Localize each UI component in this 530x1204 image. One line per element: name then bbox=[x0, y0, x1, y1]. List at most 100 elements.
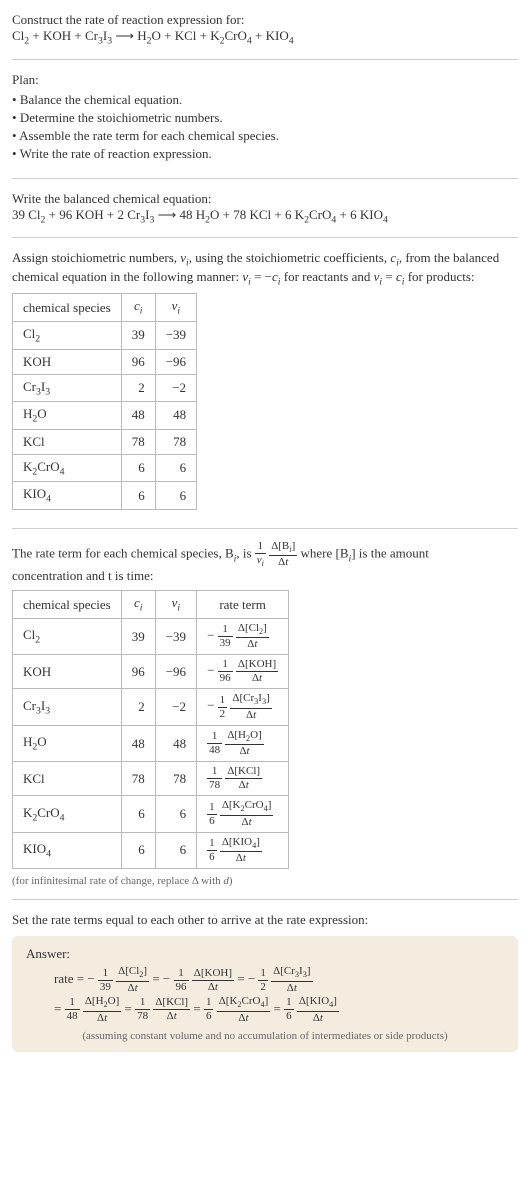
cell-species: Cl2 bbox=[13, 321, 122, 349]
stoich-table: chemical species ci νi Cl239−39 KOH96−96… bbox=[12, 293, 197, 510]
final-heading: Set the rate terms equal to each other t… bbox=[12, 912, 518, 928]
cell-species: KCl bbox=[13, 762, 122, 796]
cell-c: 78 bbox=[121, 429, 155, 454]
table-row: Cl239−39 bbox=[13, 321, 197, 349]
cell-v: 48 bbox=[155, 402, 196, 430]
cell-c: 96 bbox=[121, 349, 155, 374]
cell-c: 6 bbox=[121, 796, 155, 832]
page-title: Construct the rate of reaction expressio… bbox=[12, 12, 518, 28]
cell-species: KCl bbox=[13, 429, 122, 454]
plan-item: Assemble the rate term for each chemical… bbox=[12, 128, 518, 144]
cell-rate-term: 178 Δ[KCl]Δt bbox=[197, 762, 289, 796]
table-row: K2CrO466 bbox=[13, 454, 197, 482]
cell-c: 39 bbox=[121, 618, 155, 654]
cell-species: KIO4 bbox=[13, 482, 122, 510]
cell-species: Cr3I3 bbox=[13, 374, 122, 402]
rate-terms-table: chemical species ci νi rate term Cl239−3… bbox=[12, 590, 289, 869]
stoich-section: Assign stoichiometric numbers, νi, using… bbox=[12, 250, 518, 529]
cell-c: 78 bbox=[121, 762, 155, 796]
cell-v: 6 bbox=[155, 454, 196, 482]
cell-rate-term: − 139 Δ[Cl2]Δt bbox=[197, 618, 289, 654]
cell-species: KIO4 bbox=[13, 832, 122, 868]
col-species: chemical species bbox=[13, 294, 122, 322]
cell-v: 78 bbox=[155, 429, 196, 454]
col-ci: ci bbox=[121, 294, 155, 322]
cell-c: 96 bbox=[121, 655, 155, 689]
cell-species: H2O bbox=[13, 402, 122, 430]
table-row: H2O4848 bbox=[13, 402, 197, 430]
cell-v: −2 bbox=[155, 374, 196, 402]
cell-species: KOH bbox=[13, 655, 122, 689]
final-section: Set the rate terms equal to each other t… bbox=[12, 912, 518, 1051]
balanced-equation: 39 Cl2 + 96 KOH + 2 Cr3I3 ⟶ 48 H2O + 78 … bbox=[12, 207, 518, 226]
plan-item: Balance the chemical equation. bbox=[12, 92, 518, 108]
rate-intro-line2: concentration and t is time: bbox=[12, 568, 518, 584]
cell-species: H2O bbox=[13, 725, 122, 761]
cell-species: Cr3I3 bbox=[13, 689, 122, 725]
cell-v: −39 bbox=[155, 321, 196, 349]
cell-species: KOH bbox=[13, 349, 122, 374]
header-section: Construct the rate of reaction expressio… bbox=[12, 12, 518, 60]
cell-rate-term: 16 Δ[K2CrO4]Δt bbox=[197, 796, 289, 832]
table-row: H2O4848148 Δ[H2O]Δt bbox=[13, 725, 289, 761]
rate-footnote: (for infinitesimal rate of change, repla… bbox=[12, 875, 518, 887]
cell-rate-term: − 196 Δ[KOH]Δt bbox=[197, 655, 289, 689]
cell-v: 48 bbox=[155, 725, 196, 761]
table-row: KCl7878178 Δ[KCl]Δt bbox=[13, 762, 289, 796]
cell-rate-term: 148 Δ[H2O]Δt bbox=[197, 725, 289, 761]
table-row: KOH96−96 bbox=[13, 349, 197, 374]
table-row: KIO466 bbox=[13, 482, 197, 510]
cell-c: 6 bbox=[121, 482, 155, 510]
cell-v: 6 bbox=[155, 796, 196, 832]
cell-c: 6 bbox=[121, 454, 155, 482]
rate-expression-line1: rate = − 139 Δ[Cl2]Δt = − 196 Δ[KOH]Δt =… bbox=[54, 966, 504, 994]
rate-intro-line1: The rate term for each chemical species,… bbox=[12, 541, 518, 568]
cell-v: −96 bbox=[155, 655, 196, 689]
rate-terms-section: The rate term for each chemical species,… bbox=[12, 541, 518, 900]
cell-c: 48 bbox=[121, 725, 155, 761]
cell-c: 39 bbox=[121, 321, 155, 349]
cell-species: K2CrO4 bbox=[13, 796, 122, 832]
plan-list: Balance the chemical equation. Determine… bbox=[12, 92, 518, 162]
table-row: Cr3I32−2 bbox=[13, 374, 197, 402]
unbalanced-equation: Cl2 + KOH + Cr3I3 ⟶ H2O + KCl + K2CrO4 +… bbox=[12, 28, 518, 47]
cell-v: −2 bbox=[155, 689, 196, 725]
rate-expression-line2: = 148 Δ[H2O]Δt = 178 Δ[KCl]Δt = 16 Δ[K2C… bbox=[54, 996, 504, 1024]
cell-rate-term: − 12 Δ[Cr3I3]Δt bbox=[197, 689, 289, 725]
table-row: KIO46616 Δ[KIO4]Δt bbox=[13, 832, 289, 868]
cell-v: −96 bbox=[155, 349, 196, 374]
table-row: KCl7878 bbox=[13, 429, 197, 454]
plan-section: Plan: Balance the chemical equation. Det… bbox=[12, 72, 518, 179]
balanced-section: Write the balanced chemical equation: 39… bbox=[12, 191, 518, 239]
plan-item: Determine the stoichiometric numbers. bbox=[12, 110, 518, 126]
cell-v: 6 bbox=[155, 832, 196, 868]
table-header-row: chemical species ci νi bbox=[13, 294, 197, 322]
assumption-note: (assuming constant volume and no accumul… bbox=[26, 1030, 504, 1042]
cell-species: K2CrO4 bbox=[13, 454, 122, 482]
cell-c: 6 bbox=[121, 832, 155, 868]
table-header-row: chemical species ci νi rate term bbox=[13, 591, 289, 619]
stoich-intro: Assign stoichiometric numbers, νi, using… bbox=[12, 250, 518, 287]
answer-box: Answer: rate = − 139 Δ[Cl2]Δt = − 196 Δ[… bbox=[12, 936, 518, 1051]
answer-label: Answer: bbox=[26, 946, 504, 962]
cell-v: 6 bbox=[155, 482, 196, 510]
plan-heading: Plan: bbox=[12, 72, 518, 88]
cell-rate-term: 16 Δ[KIO4]Δt bbox=[197, 832, 289, 868]
cell-species: Cl2 bbox=[13, 618, 122, 654]
col-vi: νi bbox=[155, 294, 196, 322]
cell-v: 78 bbox=[155, 762, 196, 796]
col-vi: νi bbox=[155, 591, 196, 619]
cell-c: 48 bbox=[121, 402, 155, 430]
col-species: chemical species bbox=[13, 591, 122, 619]
table-row: K2CrO46616 Δ[K2CrO4]Δt bbox=[13, 796, 289, 832]
balanced-heading: Write the balanced chemical equation: bbox=[12, 191, 518, 207]
cell-c: 2 bbox=[121, 374, 155, 402]
cell-v: −39 bbox=[155, 618, 196, 654]
table-row: Cl239−39− 139 Δ[Cl2]Δt bbox=[13, 618, 289, 654]
table-row: Cr3I32−2− 12 Δ[Cr3I3]Δt bbox=[13, 689, 289, 725]
col-ci: ci bbox=[121, 591, 155, 619]
col-rate-term: rate term bbox=[197, 591, 289, 619]
table-row: KOH96−96− 196 Δ[KOH]Δt bbox=[13, 655, 289, 689]
plan-item: Write the rate of reaction expression. bbox=[12, 146, 518, 162]
cell-c: 2 bbox=[121, 689, 155, 725]
